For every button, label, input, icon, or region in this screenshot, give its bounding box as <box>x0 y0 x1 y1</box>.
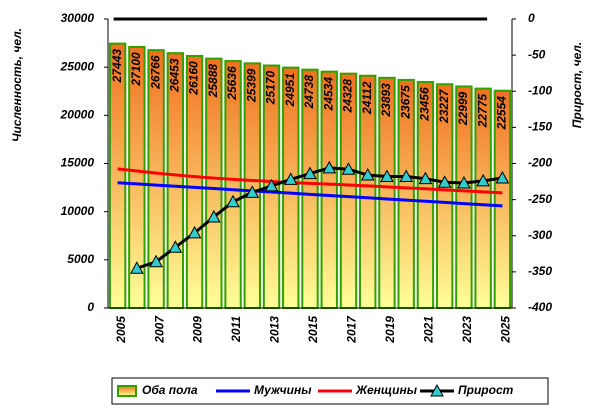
x-tick-label: 2009 <box>191 316 205 344</box>
y2-tick-label: -400 <box>528 300 552 314</box>
y-tick-label: 25000 <box>60 59 95 73</box>
bar-value-label: 24112 <box>360 81 374 115</box>
bar-value-label: 23456 <box>418 87 432 122</box>
bar-value-label: 23675 <box>398 85 412 120</box>
marker <box>360 168 375 181</box>
marker <box>341 162 356 175</box>
legend-swatch <box>117 385 137 397</box>
marker <box>322 160 337 174</box>
x-tick-label: 2011 <box>229 316 243 343</box>
marker <box>437 175 452 188</box>
marker <box>149 254 163 268</box>
marker <box>206 209 221 223</box>
bar-value-label: 25399 <box>244 68 258 103</box>
y2-tick-label: -350 <box>528 264 552 278</box>
y-axis-title: Численность, чел. <box>10 28 24 142</box>
x-tick-label: 2017 <box>345 315 359 344</box>
legend-label: Оба пола <box>142 383 198 397</box>
y2-tick-label: -250 <box>528 192 552 206</box>
marker <box>399 169 414 183</box>
bar-value-label: 27100 <box>129 52 143 87</box>
y2-axis-title: Прирост, чел. <box>570 42 584 128</box>
y-tick-label: 20000 <box>60 108 95 122</box>
x-tick-label: 2023 <box>460 316 474 344</box>
marker <box>380 169 394 183</box>
bar-value-label: 23893 <box>379 83 393 118</box>
bar-value-label: 23227 <box>437 88 451 124</box>
bar-value-label: 24951 <box>283 73 297 108</box>
x-tick-label: 2019 <box>383 316 397 344</box>
y2-tick-label: -200 <box>528 156 552 170</box>
bar-value-label: 26766 <box>148 55 162 90</box>
y-tick-label: 10000 <box>61 204 95 218</box>
bar-value-label: 24328 <box>341 79 355 114</box>
x-tick-label: 2013 <box>268 316 282 344</box>
marker <box>245 185 260 198</box>
bar-value-label: 22554 <box>495 96 509 131</box>
y-tick-label: 15000 <box>61 156 95 170</box>
bar-value-label: 26453 <box>168 58 182 93</box>
x-tick-label: 2007 <box>152 315 166 344</box>
bar-value-label: 25170 <box>264 71 278 106</box>
marker <box>495 170 510 184</box>
marker <box>226 194 240 208</box>
marker <box>303 166 317 180</box>
marker <box>418 171 433 185</box>
y2-tick-label: -150 <box>528 120 552 134</box>
bar-value-label: 24534 <box>321 77 335 112</box>
y2-tick-label: -50 <box>528 47 546 61</box>
marker <box>264 178 279 192</box>
y2-tick-label: 0 <box>528 11 535 25</box>
marker <box>457 175 471 189</box>
marker <box>168 240 183 253</box>
y2-tick-label: -100 <box>528 83 552 97</box>
x-tick-label: 2005 <box>114 316 128 344</box>
y-tick-label: 0 <box>87 300 94 314</box>
legend-marker <box>430 383 444 397</box>
legend-label: Женщины <box>355 383 418 397</box>
bar-value-label: 27443 <box>110 49 124 84</box>
marker <box>187 225 202 239</box>
legend-label: Мужчины <box>254 383 312 397</box>
x-tick-label: 2021 <box>422 316 436 344</box>
bar-value-label: 22999 <box>456 91 470 126</box>
x-tick-label: 2015 <box>306 316 320 344</box>
bar-value-label: 25636 <box>225 66 239 101</box>
bar-value-label: 25888 <box>206 64 220 99</box>
marker <box>283 172 298 185</box>
line <box>117 181 503 208</box>
bar-value-label: 24738 <box>302 75 316 110</box>
y-tick-label: 5000 <box>67 252 94 266</box>
y2-tick-label: -300 <box>528 228 552 242</box>
line <box>117 167 503 195</box>
y-tick-label: 30000 <box>61 11 95 25</box>
legend-label: Прирост <box>458 383 514 397</box>
marker <box>130 261 144 274</box>
bar-value-label: 26160 <box>187 61 201 96</box>
bar-value-label: 22775 <box>475 94 489 129</box>
x-tick-label: 2025 <box>499 316 513 344</box>
marker <box>476 173 490 187</box>
